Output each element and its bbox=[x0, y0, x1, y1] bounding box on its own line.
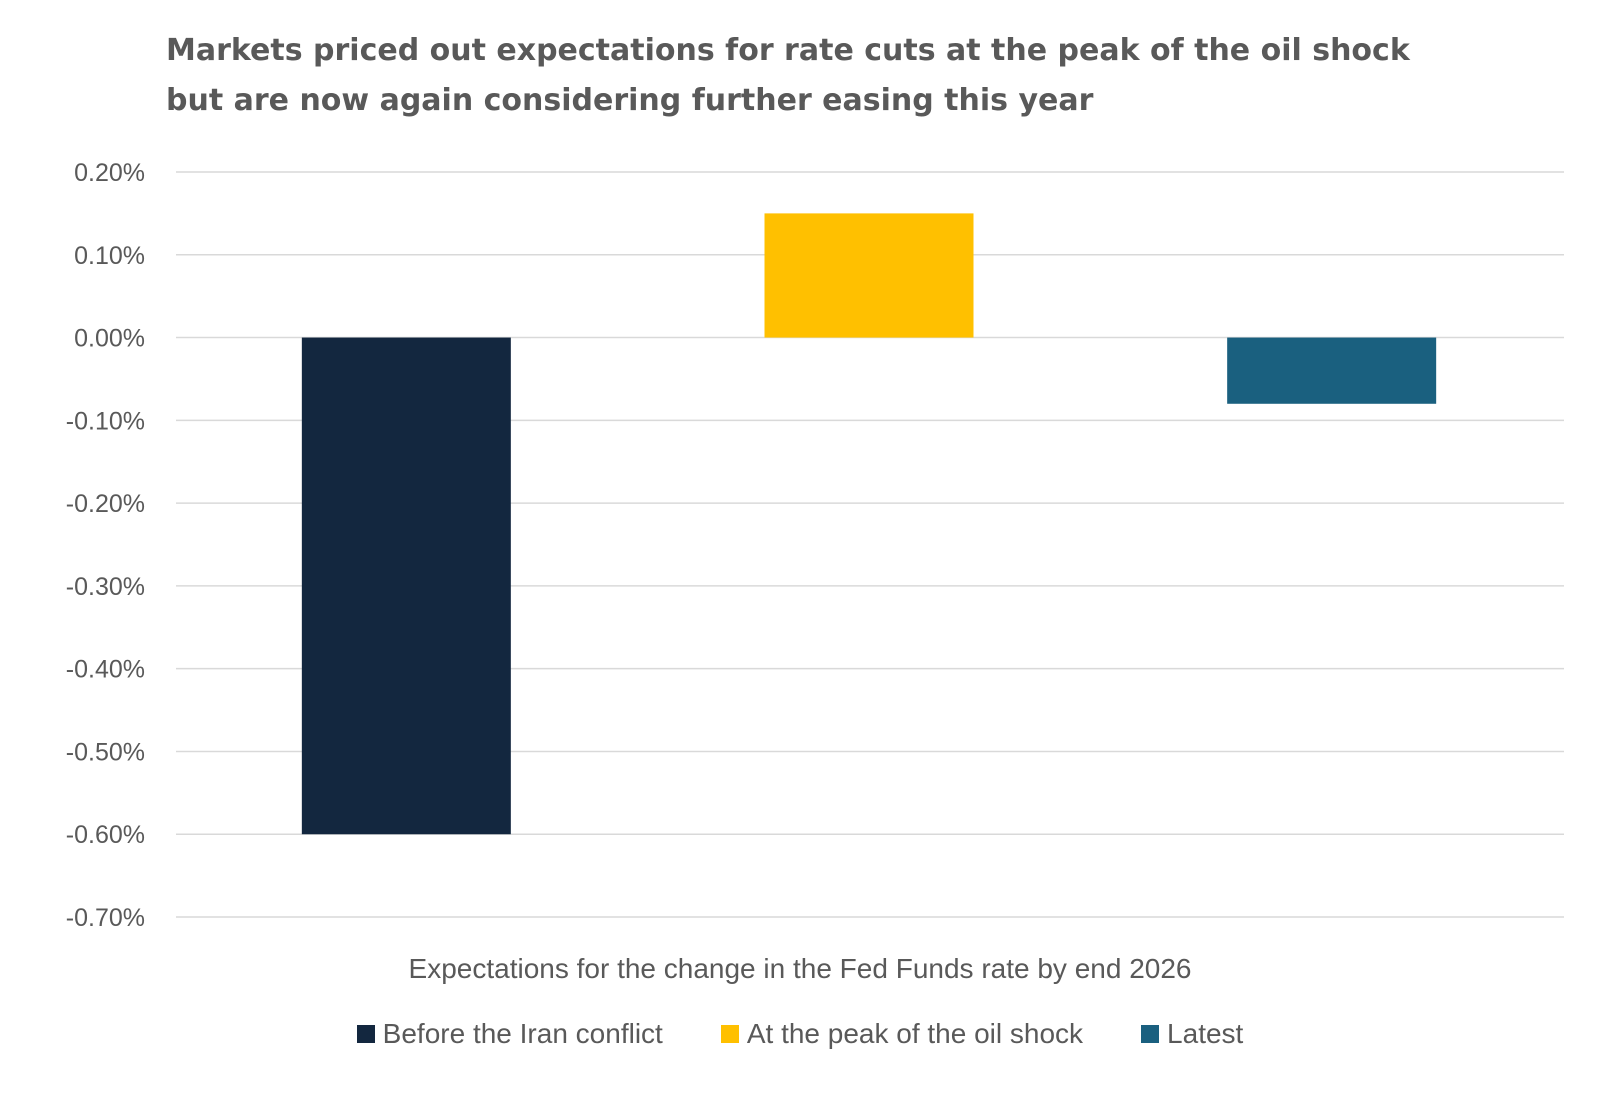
legend-item: At the peak of the oil shock bbox=[720, 1018, 1084, 1050]
y-tick-label: 0.00% bbox=[74, 325, 145, 353]
bar bbox=[301, 337, 511, 835]
y-tick-label: 0.20% bbox=[74, 159, 145, 187]
legend-swatch bbox=[1141, 1025, 1160, 1043]
chart-title: Markets priced out expectations for rate… bbox=[166, 33, 1410, 118]
y-tick-label: -0.20% bbox=[66, 490, 145, 518]
legend-swatch bbox=[356, 1025, 375, 1043]
legend: Before the Iran conflict At the peak of … bbox=[0, 1018, 1600, 1050]
y-tick-label: -0.10% bbox=[66, 407, 145, 435]
legend-item: Latest bbox=[1141, 1018, 1243, 1050]
legend-label: At the peak of the oil shock bbox=[746, 1018, 1084, 1049]
legend-label: Before the Iran conflict bbox=[382, 1018, 663, 1049]
y-tick-label: -0.30% bbox=[66, 573, 145, 601]
y-tick-label: -0.60% bbox=[66, 821, 145, 849]
legend-item: Before the Iran conflict bbox=[356, 1018, 663, 1050]
y-tick-label: -0.70% bbox=[66, 904, 145, 932]
x-axis-label: Expectations for the change in the Fed F… bbox=[408, 953, 1192, 984]
legend-swatch bbox=[720, 1025, 739, 1043]
y-tick-label: -0.40% bbox=[66, 656, 145, 684]
y-tick-label: 0.10% bbox=[74, 242, 145, 270]
bar bbox=[1227, 337, 1437, 404]
legend-label: Latest bbox=[1167, 1018, 1244, 1049]
y-tick-label: -0.50% bbox=[66, 738, 145, 766]
bar bbox=[764, 213, 974, 338]
